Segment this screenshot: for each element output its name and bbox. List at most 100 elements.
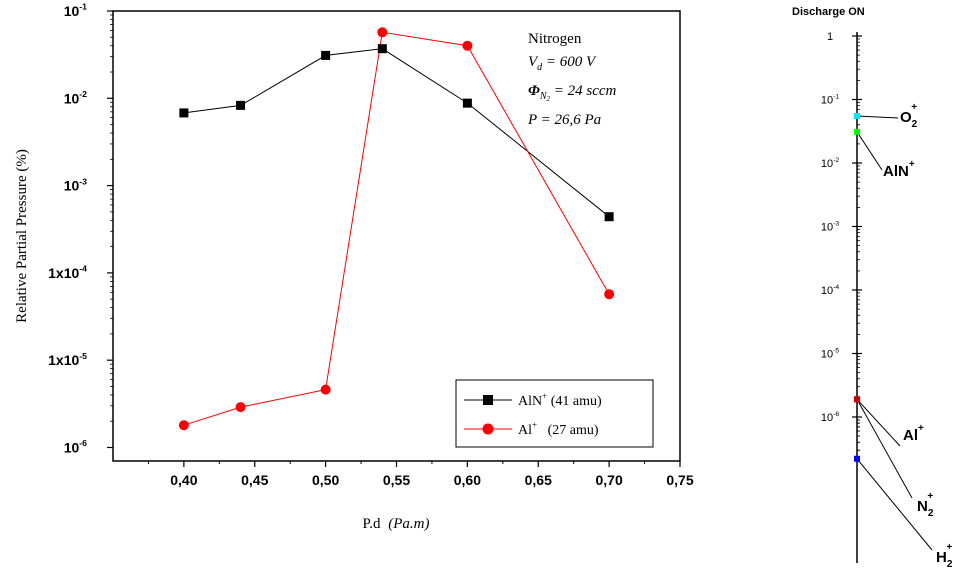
right-y-tick-label: 10-5 [821,348,840,361]
species-o2-label: O2 + [900,102,918,130]
data-point-aln [377,44,387,54]
left-y-tick-label-exp: -2 [79,89,87,99]
species-aln-label: AlN+ [883,159,915,180]
annotation-phi-subscript: N [539,91,548,102]
data-point-aln [236,100,246,110]
right-chart-title: Discharge ON [792,6,865,18]
species-n2-label-text: N [917,498,928,515]
right-y-tick-label-exp: -1 [833,94,839,101]
left-y-tick-label-base: 10 [64,178,80,194]
legend-entry-al: Al+ (27 amu) [464,420,599,438]
species-aln-marker [854,128,860,135]
annotation-phi-subscript-2: 2 [547,95,551,103]
annotation-block: Nitrogen Vd = 600 V ΦN2 = 24 sccm P = 26… [527,31,617,128]
legend-aln-name: AlN [518,394,542,409]
annotation-vd-subscript: d [537,62,543,73]
left-y-tick-label: 1x10-5 [48,351,87,368]
species-al-label-text: Al [903,427,918,444]
left-x-tick-label: 0,70 [596,472,623,488]
left-series-group [178,27,615,431]
annotation-gas: Nitrogen [528,31,582,47]
species-n2-label: N2 + [917,491,934,519]
right-y-tick-label-base: 10 [821,222,833,234]
data-point-aln [321,50,331,60]
right-y-tick-label-exp: -6 [833,411,839,418]
left-y-tick-label-exp: -3 [79,176,87,186]
left-x-axis-label-unit: (Pa.m) [388,516,429,532]
left-y-tick-label-exp: -5 [79,351,87,361]
data-point-aln [604,212,614,222]
left-chart: 0,40 0,45 0,50 0,55 0,60 0,65 0,70 0,75 10-61x1… [14,2,694,532]
left-x-axis: 0,40 0,45 0,50 0,55 0,60 0,65 0,70 0,75 [147,461,694,488]
right-y-tick-label: 10-6 [821,411,840,424]
species-h2-label-text: H [936,549,947,566]
legend-label-aln: AlN+ (41 amu) [518,391,602,409]
right-y-tick-label-exp: -2 [833,157,839,164]
species-h2-marker [854,455,860,462]
annotation-phi-value: = 24 sccm [550,83,617,99]
left-y-tick-label-exp: -4 [79,264,87,274]
data-point-al [178,420,189,431]
annotation-vd-value: = 600 V [542,54,597,70]
left-x-tick-label: 0,40 [170,472,197,488]
data-point-al [462,40,473,51]
species-o2-label-sub: 2 [912,119,918,130]
left-x-tick-label: 0,75 [666,472,693,488]
legend-al-detail: (27 amu) [537,423,599,438]
data-point-aln [462,98,472,108]
species-aln-leader [856,131,883,171]
left-x-tick-label: 0,55 [383,472,410,488]
legend-aln-sup: + [542,391,547,401]
right-y-tick-label-exp: -3 [833,221,839,228]
right-y-tick-label-base: 10 [821,285,833,297]
left-y-tick-label-base: 1x10 [48,352,79,368]
legend-al-name: Al [518,423,532,438]
annotation-vd-symbol: V [528,54,539,70]
left-x-tick-label: 0,65 [525,472,552,488]
species-o2-marker [854,112,860,119]
species-al-label-sup: + [918,423,924,434]
left-x-tick-label: 0,45 [241,472,268,488]
left-y-tick-label-base: 10 [64,439,80,455]
annotation-phi-symbol: Φ [528,83,540,99]
left-x-tick-label: 0,50 [312,472,339,488]
left-y-tick-label: 10-2 [64,89,87,106]
right-y-tick-label-base: 10 [821,412,833,424]
legend-label-al: Al+ (27 amu) [518,420,599,438]
left-y-tick-label-base: 10 [64,90,80,106]
left-y-tick-label-exp: -6 [79,438,87,448]
right-y-tick-label: 1 [827,31,833,43]
legend-entry-aln: AlN+ (41 amu) [464,391,602,409]
right-y-tick-label-base: 10 [821,158,833,170]
series-line-al [183,31,610,426]
left-y-tick-label: 10-3 [64,176,87,193]
species-h2-label-sup: + [946,542,952,553]
species-h2-label-sub: 2 [947,559,953,570]
annotation-nitrogen-flow: ΦN2 = 24 sccm [528,83,617,103]
data-point-al [377,27,388,38]
right-y-tick-label-base: 10 [821,349,833,361]
left-y-axis-label: Relative Partial Pressure (%) [14,149,30,323]
species-o2-label-sup: + [911,102,917,113]
series-line-aln [183,48,610,218]
right-species-group: O2+AlN+Al+N2+H2+ [854,102,953,570]
left-y-tick-label: 10-6 [64,438,87,455]
left-x-axis-label-main: P.d [363,516,381,532]
right-y-tick-label: 10-4 [821,284,840,297]
right-y-axis: 110-110-210-310-410-510-6 [821,31,862,462]
legend-aln-detail: (41 amu) [547,394,602,409]
data-point-al [604,289,615,300]
legend: AlN+ (41 amu) Al+ (27 amu) [455,379,654,448]
right-y-tick-label-exp: -4 [833,284,839,291]
species-aln-label-text: AlN [883,163,909,180]
species-n2-label-sup: + [927,491,933,502]
left-x-axis-label: P.d (Pa.m) [363,516,430,532]
species-n2-leader [856,399,913,499]
right-y-tick-label: 10-3 [821,221,840,234]
legend-al-sup: + [532,420,537,430]
left-y-tick-label: 10-1 [64,2,87,19]
species-h2-label: H2 + [936,542,953,570]
species-al-label: Al+ [903,423,924,444]
